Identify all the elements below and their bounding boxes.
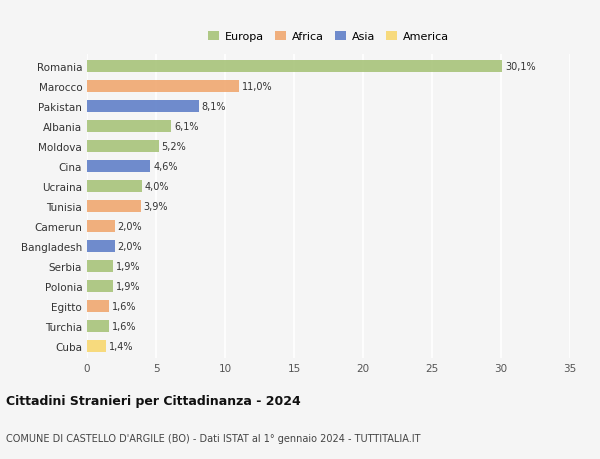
Text: Cittadini Stranieri per Cittadinanza - 2024: Cittadini Stranieri per Cittadinanza - 2… <box>6 394 301 407</box>
Bar <box>87 81 239 93</box>
Bar <box>87 161 151 173</box>
Text: 1,9%: 1,9% <box>116 261 140 271</box>
Legend: Europa, Africa, Asia, America: Europa, Africa, Asia, America <box>204 27 453 46</box>
Text: 30,1%: 30,1% <box>505 62 536 72</box>
Text: COMUNE DI CASTELLO D'ARGILE (BO) - Dati ISTAT al 1° gennaio 2024 - TUTTITALIA.IT: COMUNE DI CASTELLO D'ARGILE (BO) - Dati … <box>6 433 421 442</box>
Bar <box>87 181 142 193</box>
Text: 4,6%: 4,6% <box>153 162 178 172</box>
Text: 1,6%: 1,6% <box>112 301 136 311</box>
Bar <box>87 340 106 352</box>
Text: 2,0%: 2,0% <box>118 241 142 252</box>
Bar <box>87 121 171 133</box>
Bar <box>87 280 113 292</box>
Text: 8,1%: 8,1% <box>202 102 226 112</box>
Text: 6,1%: 6,1% <box>174 122 199 132</box>
Bar <box>87 241 115 252</box>
Bar <box>87 201 141 213</box>
Bar <box>87 220 115 232</box>
Text: 5,2%: 5,2% <box>161 142 186 152</box>
Text: 3,9%: 3,9% <box>143 202 168 212</box>
Bar <box>87 141 159 153</box>
Bar <box>87 320 109 332</box>
Text: 1,9%: 1,9% <box>116 281 140 291</box>
Text: 2,0%: 2,0% <box>118 222 142 231</box>
Text: 4,0%: 4,0% <box>145 182 169 191</box>
Bar <box>87 260 113 272</box>
Bar <box>87 300 109 312</box>
Bar <box>87 61 502 73</box>
Text: 1,6%: 1,6% <box>112 321 136 331</box>
Text: 1,4%: 1,4% <box>109 341 134 351</box>
Bar <box>87 101 199 113</box>
Text: 11,0%: 11,0% <box>242 82 272 92</box>
